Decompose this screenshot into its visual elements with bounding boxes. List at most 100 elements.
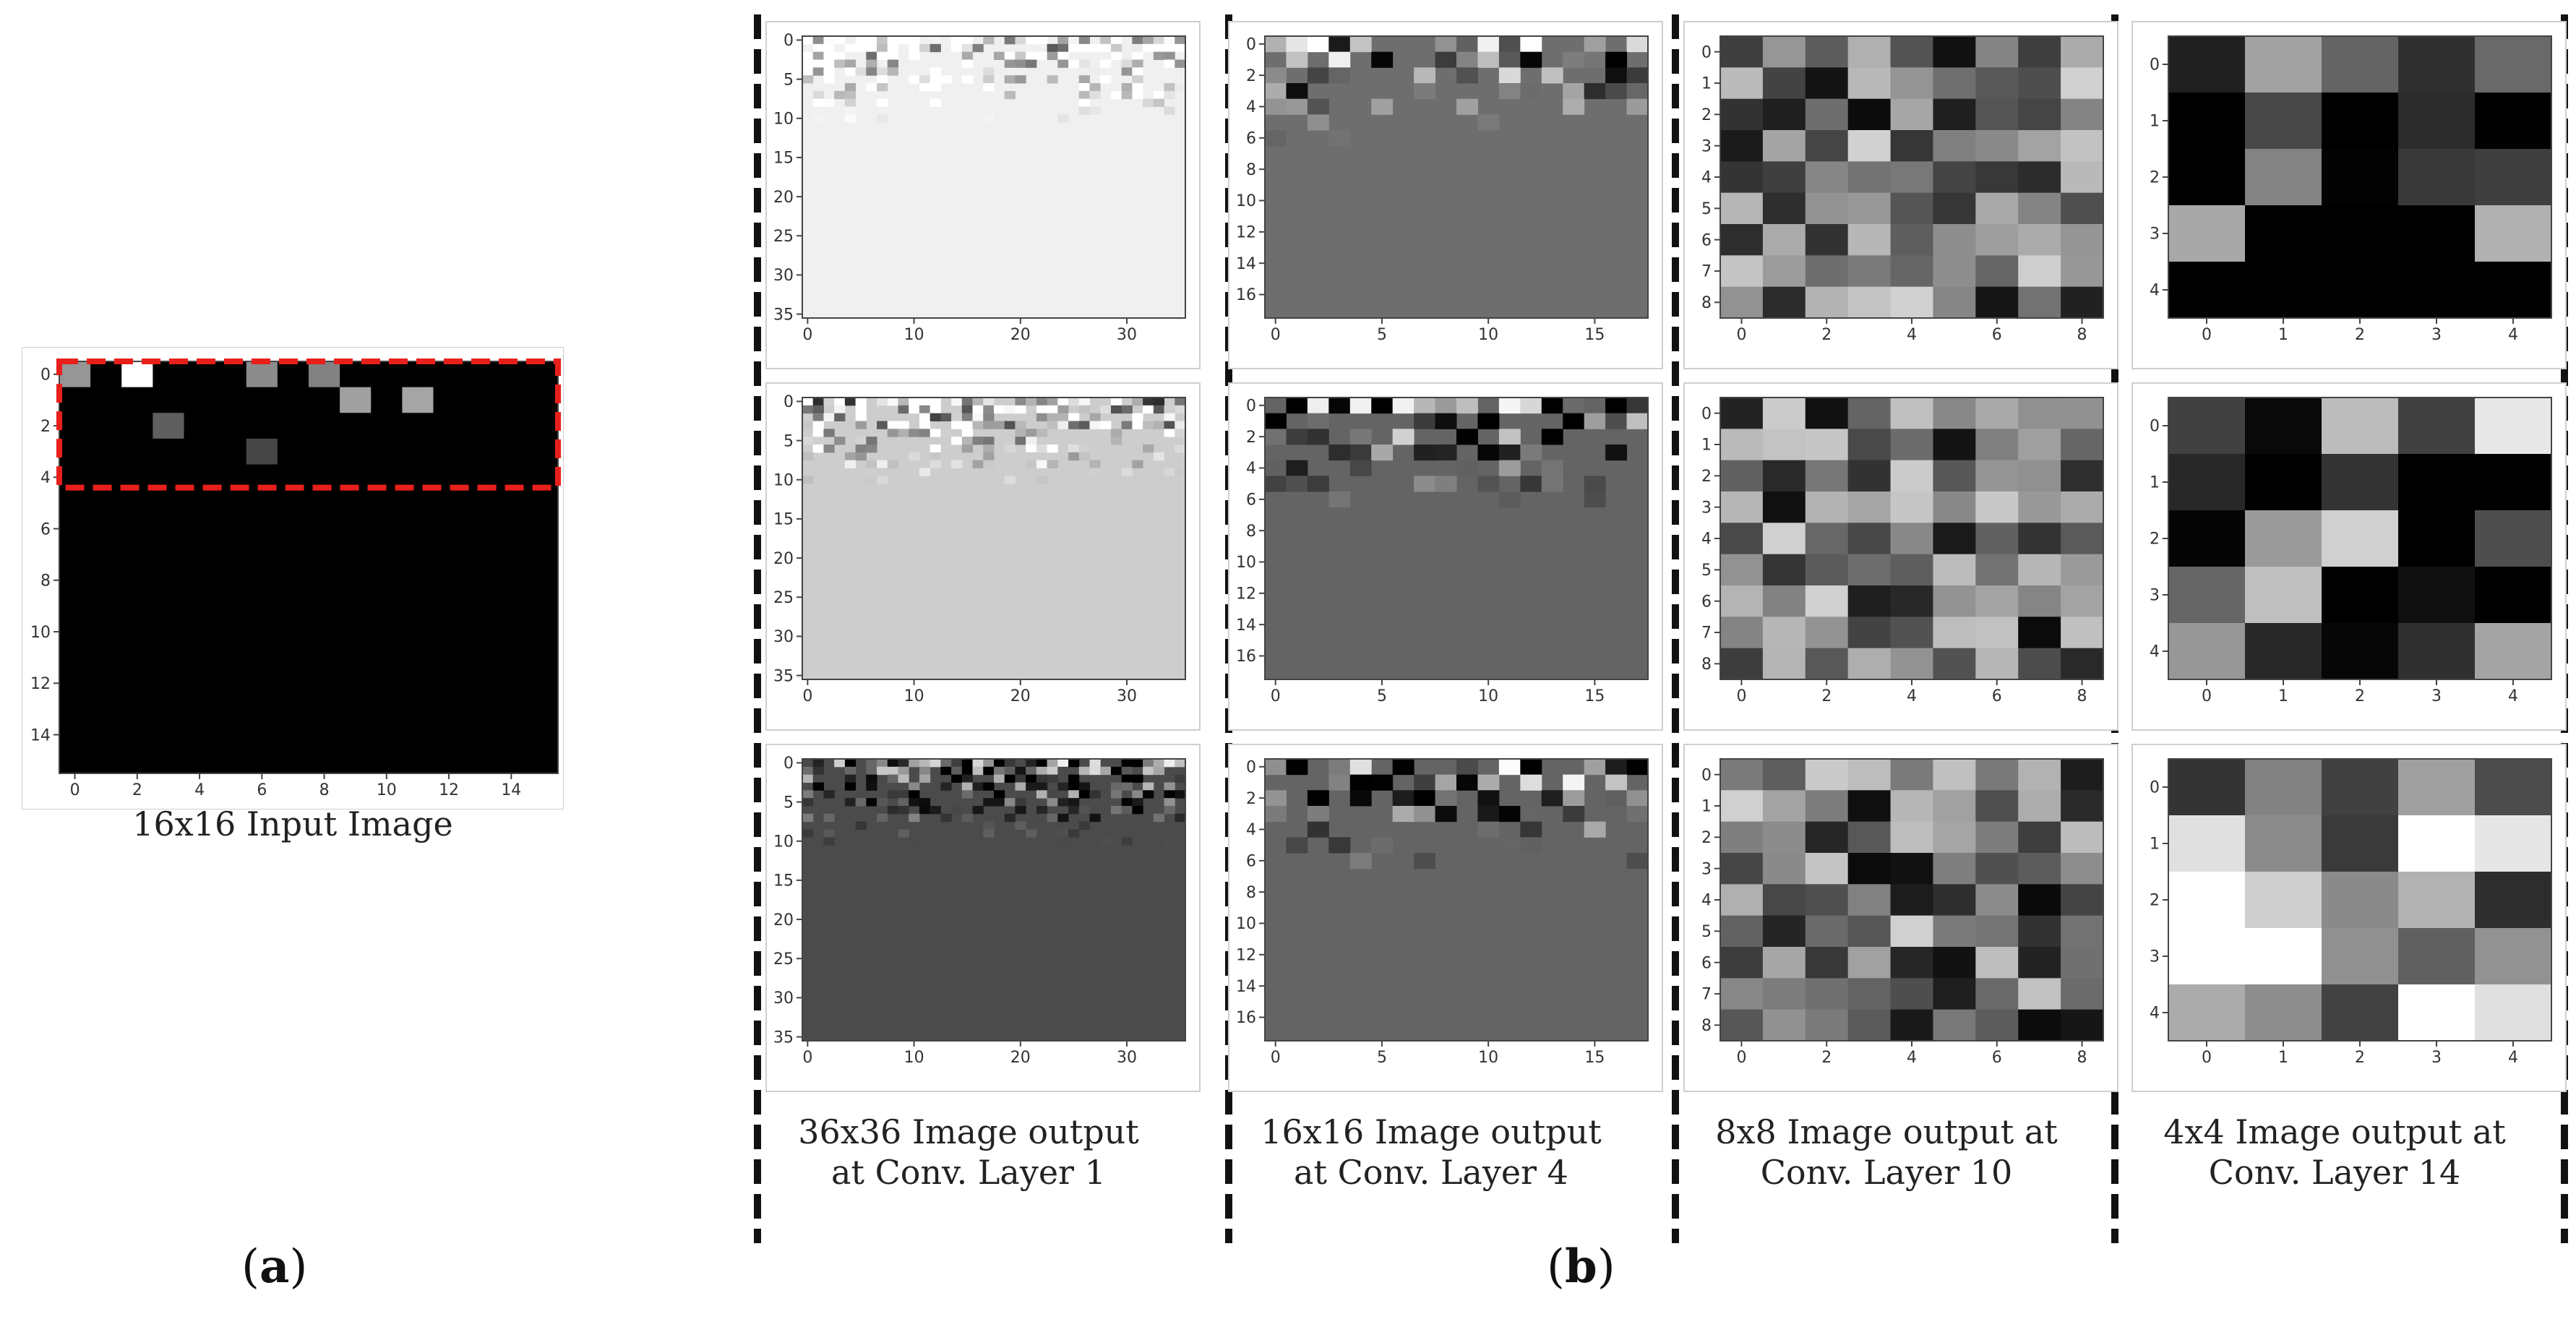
feature-map-axis-ytick-label: 35 [773,1028,794,1047]
feature-map-pixel [877,43,888,53]
feature-map-pixel [844,43,856,53]
feature-map-pixel [2018,617,2061,649]
feature-map-pixel [2168,567,2246,624]
feature-map-pixel [1089,43,1101,53]
feature-map-axis-ytick-label: 4 [1701,169,1712,187]
feature-map-pixel [823,59,835,68]
feature-map-pixel [1890,36,1933,68]
feature-map-pixel [802,421,814,429]
feature-map-pixel [1498,806,1521,823]
feature-map-axis-ytick-label: 16 [1236,286,1256,304]
feature-map-pixel [909,759,920,768]
feature-map-pixel [929,759,941,768]
feature-map-pixel [1026,759,1037,768]
input-axis-ytick-label: 10 [30,624,51,642]
feature-map-pixel [866,83,877,92]
feature-map-pixel [972,437,984,445]
feature-map-pixel [1762,853,1806,885]
feature-map-pixel [898,806,909,815]
feature-map-pixel [1498,83,1521,100]
feature-map-pixel [1286,51,1308,68]
feature-map-pixel [898,429,909,437]
feature-map-pixel [1890,853,1933,885]
feature-map-pixel [951,421,963,429]
feature-map-pixel [1762,491,1806,523]
feature-map-pixel [940,413,952,421]
feature-map-pixel [2322,262,2399,319]
feature-map-axis-ytick-label: 35 [773,306,794,324]
feature-map-pixel [994,421,1005,429]
feature-map-axis-ytick-label: 8 [1246,523,1256,541]
feature-map-pixel [1847,790,1892,823]
feature-map-axis-ytick-label: 1 [2150,113,2160,131]
feature-map-pixel [1057,782,1069,791]
feature-map-pixel [2018,585,2061,617]
feature-map-axis-xtick-label: 8 [2077,687,2087,705]
feature-map-pixel [1975,286,2019,319]
caption-layer-4-line1: 16x16 Image output [1261,1112,1602,1151]
feature-map-pixel [1175,445,1186,453]
feature-map-pixel [866,476,877,484]
feature-map-pixel [994,766,1005,776]
feature-map-pixel [802,75,814,84]
feature-map-pixel [1110,405,1122,414]
feature-map-axis-xtick-label: 30 [1117,326,1137,344]
subfigure-label-a: (a) [241,1240,307,1294]
input-image-panel: 0 2 4 6 8 10 12 14 0 2 4 6 8 10 12 14 [22,347,564,809]
feature-map-pixel [983,398,995,406]
feature-map-pixel [1520,398,1542,414]
feature-map-pixel [972,43,984,53]
feature-map-pixel [844,774,856,783]
feature-map-pixel [1414,67,1436,84]
highlight-box [56,358,561,491]
feature-map-pixel [1004,90,1016,100]
feature-map-pixel [2018,224,2061,256]
feature-map-pixel [1164,405,1175,414]
feature-map-pixel [1435,790,1457,807]
feature-map-pixel [1584,36,1606,53]
feature-map-pixel [855,67,867,76]
feature-map-pixel [1847,759,1892,791]
feature-map-axis-ytick-label: 20 [773,550,794,568]
feature-map-pixel [1762,648,1806,680]
feature-map-pixel [1975,821,2019,854]
feature-map-pixel [1068,774,1080,783]
feature-map-pixel [1890,554,1933,586]
feature-map-pixel [844,106,856,115]
feature-map-pixel [1477,114,1500,131]
feature-map-pixel [1933,947,1976,979]
feature-map-pixel [898,759,909,768]
feature-map-pixel [951,437,963,445]
feature-map-pixel [844,90,856,100]
feature-map-pixel [866,468,877,476]
feature-map-pixel [834,398,846,406]
feature-map-axis-xtick-label: 5 [1377,687,1387,705]
feature-map-pixel [1057,766,1069,776]
feature-map-pixel [1078,445,1090,453]
feature-map-pixel [1328,130,1351,147]
feature-map-pixel [2398,759,2476,816]
feature-map-pixel [1026,445,1037,453]
feature-map-pixel [1933,36,1976,68]
feature-map-pixel [2061,255,2104,288]
feature-map-axis-ytick-label: 2 [2150,531,2160,549]
feature-map-axis-ytick-label: 10 [1236,192,1256,210]
feature-map-axis-frame [802,758,1186,1042]
feature-map-pixel [1132,413,1143,421]
feature-map-pixel [1164,413,1175,421]
feature-map-pixel [1132,806,1143,815]
feature-map-pixel [802,405,814,414]
feature-map-pixel [1626,853,1649,869]
feature-map-pixel [919,806,931,815]
feature-map-pixel [1890,648,1933,680]
feature-map-pixel [1089,67,1101,76]
input-axis-xtick-label: 4 [194,781,205,799]
feature-map-pixel [961,790,974,799]
feature-map-pixel [2061,617,2104,649]
feature-map-pixel [1762,67,1806,100]
feature-map-pixel [1349,36,1372,53]
feature-map-pixel [1975,853,2019,885]
feature-map-pixel [823,98,835,107]
feature-map-pixel [1805,790,1849,823]
feature-map-pixel [983,460,995,468]
